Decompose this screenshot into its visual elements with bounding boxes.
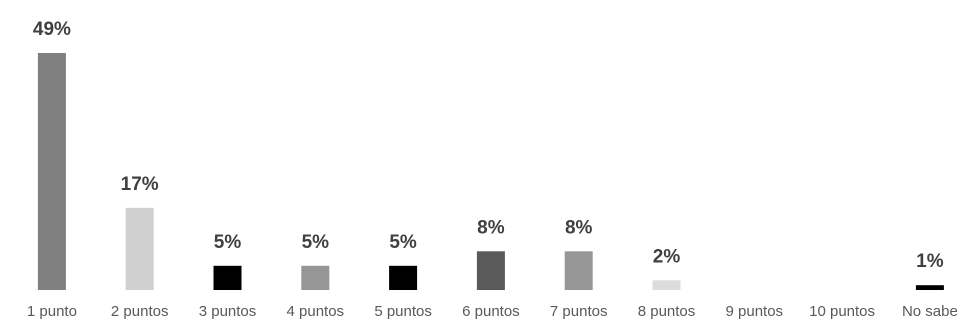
data-label-2: 17% <box>121 174 159 195</box>
x-tick-label-5: 5 puntos <box>374 303 432 320</box>
x-tick-label-9: 9 puntos <box>726 303 784 320</box>
data-label-3: 5% <box>214 232 242 253</box>
data-label-4: 5% <box>302 232 330 253</box>
bar-2 <box>125 207 154 290</box>
x-tick-label-11: No sabe <box>902 303 958 320</box>
bar-1 <box>37 53 66 290</box>
x-tick-label-6: 6 puntos <box>462 303 520 320</box>
data-label-6: 8% <box>477 217 505 238</box>
x-tick-label-4: 4 puntos <box>287 303 345 320</box>
x-tick-label-7: 7 puntos <box>550 303 608 320</box>
data-label-7: 8% <box>565 217 593 238</box>
value-labels-layer: 49% 17% 5% 5% 5% 8% 8% 2% 1% <box>33 19 944 272</box>
bar-8 <box>652 280 681 290</box>
bar-4 <box>301 265 330 290</box>
x-tick-label-10: 10 puntos <box>809 303 875 320</box>
bar-6 <box>476 251 505 290</box>
bar-3 <box>213 265 242 290</box>
data-label-5: 5% <box>389 232 417 253</box>
bar-11 <box>915 285 944 290</box>
data-label-8: 2% <box>653 246 681 267</box>
data-label-11: 1% <box>916 251 944 272</box>
x-tick-label-1: 1 punto <box>27 303 77 320</box>
x-tick-label-8: 8 puntos <box>638 303 696 320</box>
bar-5 <box>389 265 418 290</box>
bar-7 <box>564 251 593 290</box>
data-label-1: 49% <box>33 19 71 40</box>
x-tick-label-3: 3 puntos <box>199 303 257 320</box>
bars-layer <box>37 53 944 290</box>
x-tick-label-2: 2 puntos <box>111 303 169 320</box>
x-tick-labels: 1 punto 2 puntos 3 puntos 4 puntos 5 puntos 6… <box>27 303 958 320</box>
